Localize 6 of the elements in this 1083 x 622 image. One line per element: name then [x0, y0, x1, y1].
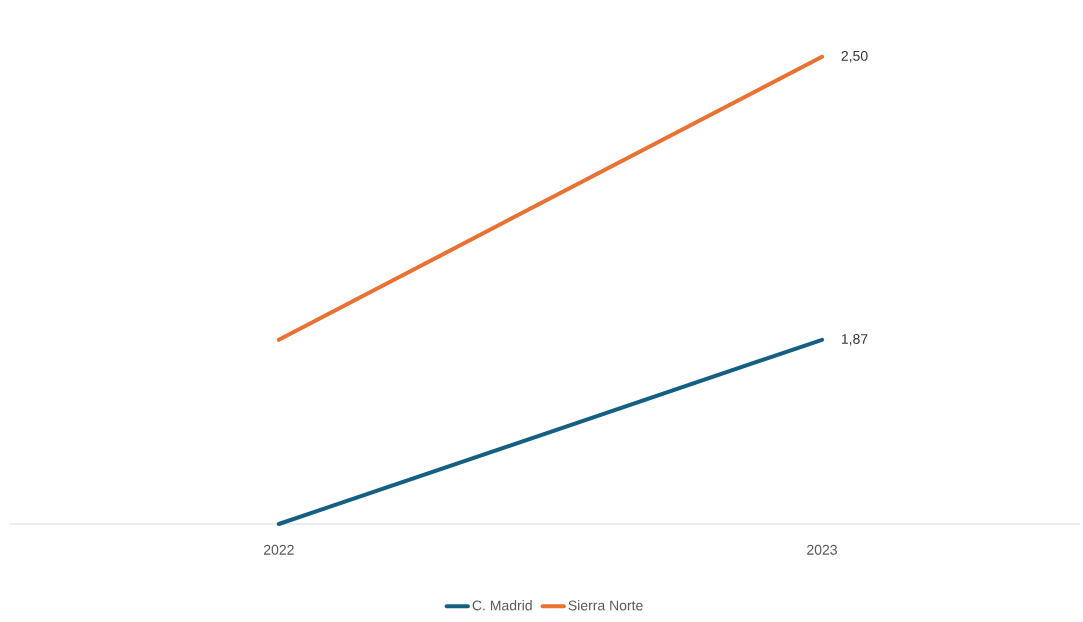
x-tick-label: 2022 [263, 544, 294, 555]
legend-label: Sierra Norte [568, 600, 643, 611]
x-tick-label: 2023 [807, 544, 837, 555]
legend-label: C. Madrid [472, 600, 532, 611]
data-label: 2,50 [841, 50, 868, 63]
data-label: 1,87 [841, 334, 868, 346]
